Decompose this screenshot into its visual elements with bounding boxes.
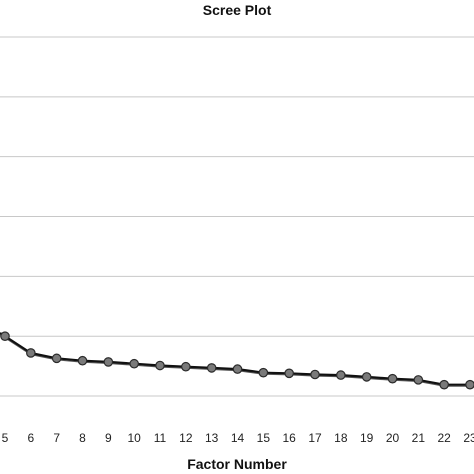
- data-point-23: [465, 379, 474, 390]
- x-tick-15: 15: [257, 431, 271, 445]
- data-point-19: [361, 372, 372, 382]
- x-tick-labels: 5 6 7 8 9 10 11 12 13 14 15 16 17 18 19 20 21 22 23: [2, 431, 474, 445]
- x-tick-16: 16: [282, 431, 296, 445]
- x-tick-21: 21: [412, 431, 426, 445]
- data-point-11: [155, 360, 165, 371]
- x-tick-13: 13: [205, 431, 219, 445]
- data-point-9: [103, 357, 114, 367]
- data-point-21: [413, 375, 424, 385]
- data-point-20: [387, 373, 398, 384]
- chart-title: Scree Plot: [202, 2, 272, 18]
- series-line-primary: [0, 332, 474, 386]
- x-tick-6: 6: [27, 431, 34, 445]
- data-point-15: [258, 367, 269, 378]
- series-line: [0, 332, 474, 387]
- x-tick-5: 5: [2, 431, 9, 445]
- data-point-16: [284, 368, 294, 379]
- x-axis-label: Factor Number: [187, 456, 287, 472]
- x-tick-11: 11: [154, 431, 167, 445]
- data-point-7: [51, 353, 62, 364]
- x-tick-22: 22: [437, 431, 451, 445]
- x-tick-17: 17: [308, 431, 322, 445]
- x-tick-8: 8: [79, 431, 86, 445]
- x-tick-19: 19: [360, 431, 374, 445]
- data-point-6: [26, 348, 36, 358]
- data-point-12: [181, 361, 191, 372]
- x-tick-14: 14: [231, 431, 245, 445]
- x-tick-7: 7: [53, 431, 60, 445]
- data-point-8: [77, 355, 88, 366]
- x-tick-23: 23: [463, 431, 474, 445]
- gridlines: [0, 36, 474, 397]
- data-point-10: [129, 358, 139, 369]
- x-tick-10: 10: [127, 431, 141, 445]
- data-points: [0, 331, 474, 390]
- data-point-17: [310, 369, 320, 380]
- data-point-5: [0, 331, 10, 341]
- x-tick-12: 12: [179, 431, 193, 445]
- x-tick-18: 18: [334, 431, 348, 445]
- x-tick-20: 20: [386, 431, 400, 445]
- data-point-22: [439, 379, 449, 390]
- x-tick-9: 9: [105, 431, 112, 445]
- data-point-18: [336, 370, 346, 380]
- data-point-14: [232, 364, 243, 374]
- data-point-13: [206, 363, 217, 373]
